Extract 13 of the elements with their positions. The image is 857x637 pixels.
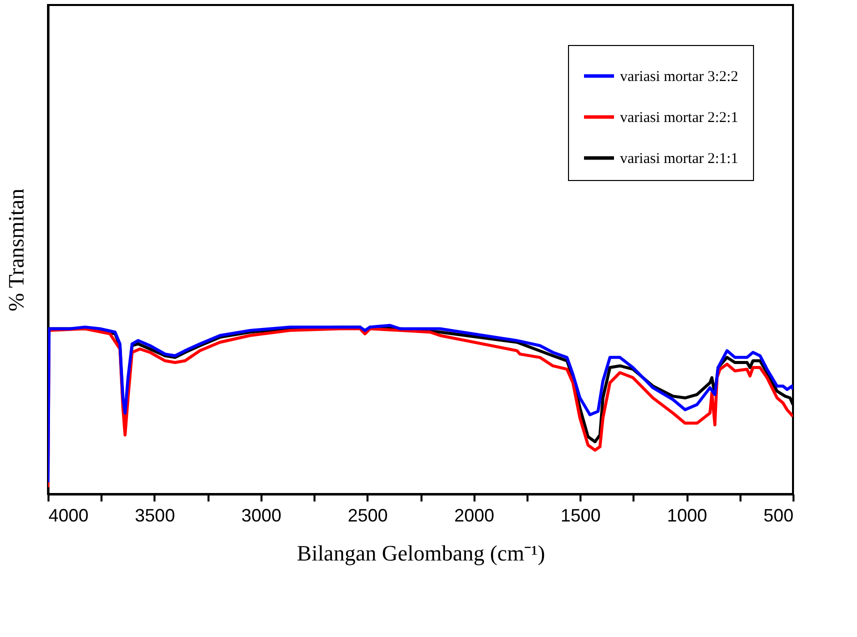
x-tick-label: 2000 [454, 506, 494, 526]
legend-label: variasi mortar 2:2:1 [620, 110, 738, 126]
x-tick-label: 500 [763, 506, 794, 526]
x-tick-label: 4000 [48, 506, 89, 526]
x-tick-label: 2500 [348, 506, 388, 526]
legend-label: variasi mortar 3:2:2 [620, 69, 738, 85]
x-tick-label: 3500 [134, 506, 175, 526]
x-tick-label: 1000 [667, 506, 708, 526]
y-axis-title: % Transmitan [4, 188, 28, 312]
x-axis-title: Bilangan Gelombang (cm⁻¹) [296, 540, 546, 566]
legend-label: variasi mortar 2:1:1 [620, 151, 738, 167]
x-tick-label: 1500 [560, 506, 601, 526]
x-tick-label: 3000 [241, 506, 282, 526]
